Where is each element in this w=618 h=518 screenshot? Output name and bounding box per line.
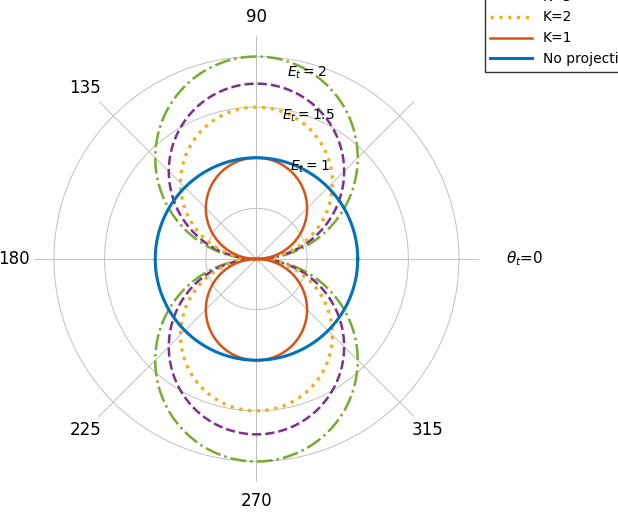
K=1 xyxy=(234,158,242,164)
K=3 xyxy=(334,311,342,317)
K=1 xyxy=(300,287,307,294)
Text: $\theta_t$=0: $\theta_t$=0 xyxy=(506,250,543,268)
K=3 xyxy=(253,256,260,262)
No projection xyxy=(354,256,362,262)
No projection xyxy=(234,156,242,163)
K=2 xyxy=(253,256,261,262)
K=2 xyxy=(253,256,260,262)
Legend: K=4, K=3, K=2, K=1, No projection: K=4, K=3, K=2, K=1, No projection xyxy=(485,0,618,72)
No projection xyxy=(180,326,187,333)
K=2 xyxy=(253,256,260,262)
K=1 xyxy=(253,155,260,161)
Text: $E_t = 1.5$: $E_t = 1.5$ xyxy=(282,108,335,124)
Line: K=3: K=3 xyxy=(169,83,344,435)
Line: K=2: K=2 xyxy=(180,107,332,411)
Text: $E_t = 1$: $E_t = 1$ xyxy=(290,159,329,175)
K=1 xyxy=(202,305,210,311)
K=2 xyxy=(323,304,331,310)
K=4 xyxy=(154,332,162,338)
No projection xyxy=(354,256,362,262)
Text: $E_t = 2$: $E_t = 2$ xyxy=(287,65,326,81)
Line: K=4: K=4 xyxy=(155,56,358,462)
K=3 xyxy=(165,341,172,347)
K=4 xyxy=(151,354,159,360)
K=3 xyxy=(168,322,176,328)
K=4 xyxy=(253,256,261,262)
K=3 xyxy=(221,87,229,93)
K=4 xyxy=(297,64,304,70)
K=1 xyxy=(275,160,282,166)
K=1 xyxy=(253,256,260,262)
K=4 xyxy=(253,53,260,60)
K=1 xyxy=(253,256,260,262)
K=2 xyxy=(177,329,184,336)
No projection xyxy=(172,318,180,324)
Line: K=1: K=1 xyxy=(206,158,307,360)
K=3 xyxy=(291,89,298,95)
K=3 xyxy=(253,256,261,262)
No projection xyxy=(336,313,344,319)
No projection xyxy=(354,256,362,263)
K=2 xyxy=(253,104,260,110)
K=1 xyxy=(253,256,261,262)
K=2 xyxy=(286,111,293,118)
No projection xyxy=(276,157,283,163)
K=3 xyxy=(253,256,260,262)
K=2 xyxy=(225,109,232,116)
K=3 xyxy=(253,80,260,87)
K=4 xyxy=(216,60,224,66)
K=4 xyxy=(253,256,260,262)
K=4 xyxy=(347,320,354,326)
Line: No projection: No projection xyxy=(155,158,358,360)
K=4 xyxy=(253,256,260,262)
K=1 xyxy=(204,294,211,300)
K=2 xyxy=(179,313,187,319)
